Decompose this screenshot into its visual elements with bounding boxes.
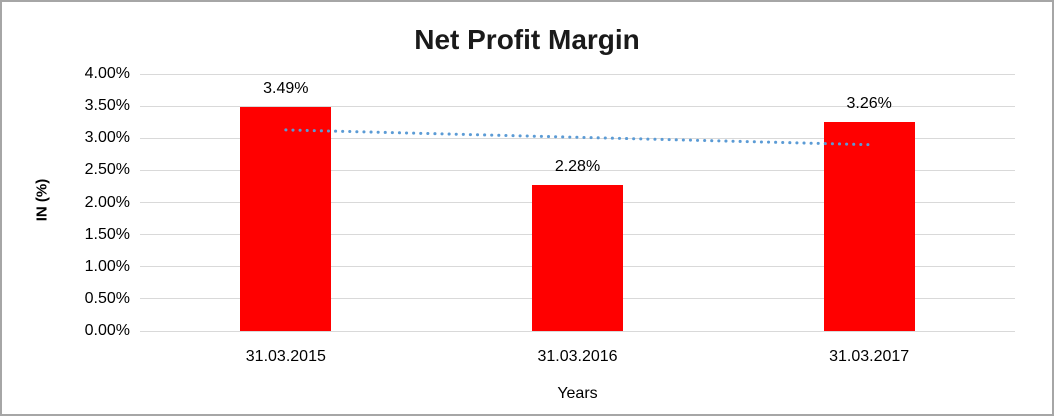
bar-31.03.2015 bbox=[240, 106, 332, 331]
y-axis-tick-label: 2.00% bbox=[84, 193, 130, 211]
x-axis-tick-label: 31.03.2016 bbox=[537, 348, 618, 365]
y-axis-tick-label: 0.00% bbox=[84, 322, 130, 339]
y-axis-tick-label: 0.50% bbox=[84, 289, 130, 307]
y-axis-tick-label: 1.50% bbox=[84, 225, 130, 243]
x-axis-tick-label: 31.03.2015 bbox=[245, 348, 326, 365]
x-axis-title: Years bbox=[557, 385, 598, 402]
y-axis-tick-label: 3.50% bbox=[84, 97, 130, 115]
chart-title: Net Profit Margin bbox=[414, 24, 640, 55]
x-axis-tick-label: 31.03.2017 bbox=[829, 348, 910, 365]
bar-data-label: 3.49% bbox=[263, 79, 309, 97]
gridline bbox=[140, 330, 1015, 332]
gridline bbox=[140, 73, 1015, 75]
bar-31.03.2016 bbox=[532, 184, 623, 331]
bar-data-label: 3.26% bbox=[846, 94, 892, 112]
y-axis-tick-label: 4.00% bbox=[84, 65, 130, 82]
gridline bbox=[140, 105, 1015, 107]
bar-31.03.2017 bbox=[823, 121, 915, 331]
y-axis-tick-label: 2.50% bbox=[84, 161, 130, 179]
gridline bbox=[140, 169, 1015, 171]
y-axis-tick-label: 3.00% bbox=[84, 129, 130, 147]
bar-data-label: 2.28% bbox=[554, 157, 601, 175]
y-axis-tick-label: 1.00% bbox=[84, 257, 130, 275]
